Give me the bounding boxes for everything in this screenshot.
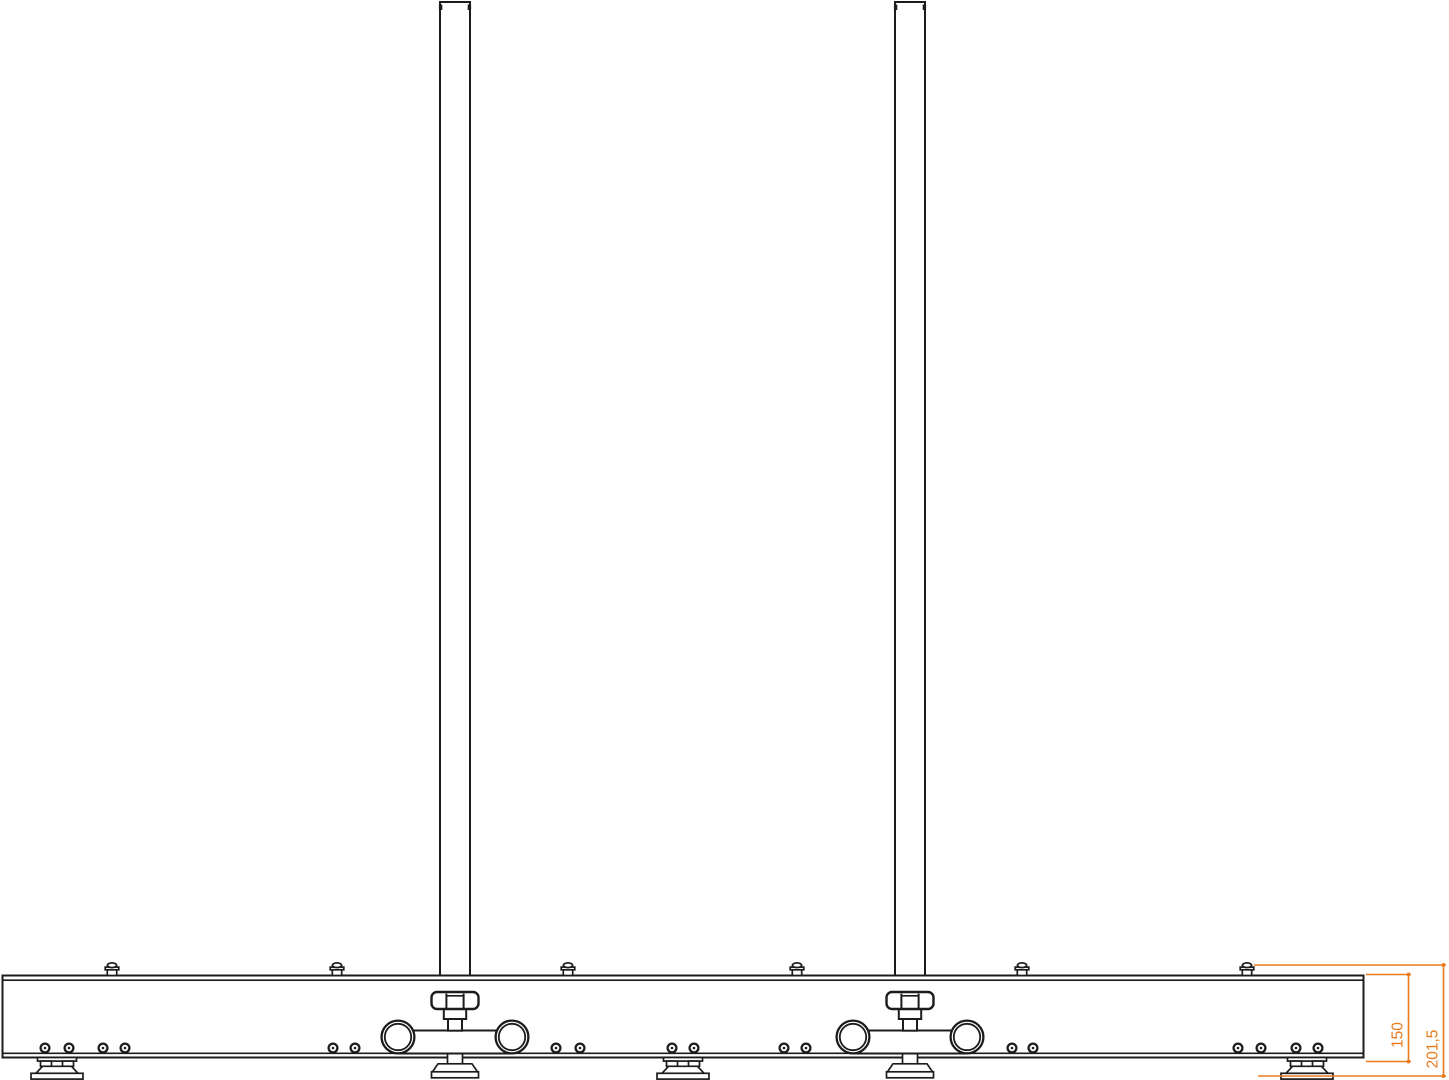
bolt-hole [666, 1042, 678, 1054]
bolt-hole [1027, 1042, 1039, 1054]
bolt-hole [574, 1042, 586, 1054]
mounting-screw [1239, 962, 1255, 977]
bolt-hole [39, 1042, 51, 1054]
bolt-hole [688, 1042, 700, 1054]
dimension-profile-height: 150 [1366, 972, 1411, 1064]
bolt-hole [1006, 1042, 1018, 1054]
vertical-post-right [893, 1, 927, 977]
leveling-foot-center [656, 1056, 710, 1080]
dimension-tick [1441, 963, 1446, 967]
dimension-overall-height: 201,5 [1254, 963, 1446, 1078]
post-outline [439, 1, 471, 977]
bolt-hole [1232, 1042, 1244, 1054]
post-cap-seam [893, 4, 898, 10]
post-outline [894, 1, 926, 977]
mounting-screw [789, 962, 805, 977]
mounting-screw [1014, 962, 1030, 977]
base-beam [1, 974, 1365, 1059]
bolt-hole [1312, 1042, 1324, 1054]
bolt-hole [63, 1042, 75, 1054]
mounting-screw [104, 962, 120, 977]
mounting-screws [104, 962, 1255, 977]
post-cap-seam [438, 4, 443, 10]
leveling-foot-left [30, 1056, 84, 1080]
bolt-hole [97, 1042, 109, 1054]
bolt-hole [1290, 1042, 1302, 1054]
mounting-screw [560, 962, 576, 977]
dimension-tick [1406, 972, 1411, 977]
post-cap-seam [922, 4, 927, 10]
bolt-hole [119, 1042, 131, 1054]
beam-outline [1, 974, 1365, 1059]
bolt-hole [1255, 1042, 1267, 1054]
dimension-tick [1441, 1074, 1446, 1078]
dimension-label-profile-height: 150 [1390, 1022, 1407, 1048]
bolt-hole [778, 1042, 790, 1054]
bolt-hole [800, 1042, 812, 1054]
mounting-screw [329, 962, 345, 977]
bolt-hole [327, 1042, 339, 1054]
dimension-label-overall-height: 201,5 [1425, 1030, 1442, 1069]
dimension-tick [1406, 1059, 1411, 1064]
post-cap-seam [467, 4, 472, 10]
vertical-post-left [438, 1, 472, 977]
bolt-hole [550, 1042, 562, 1054]
bolt-hole [349, 1042, 361, 1054]
